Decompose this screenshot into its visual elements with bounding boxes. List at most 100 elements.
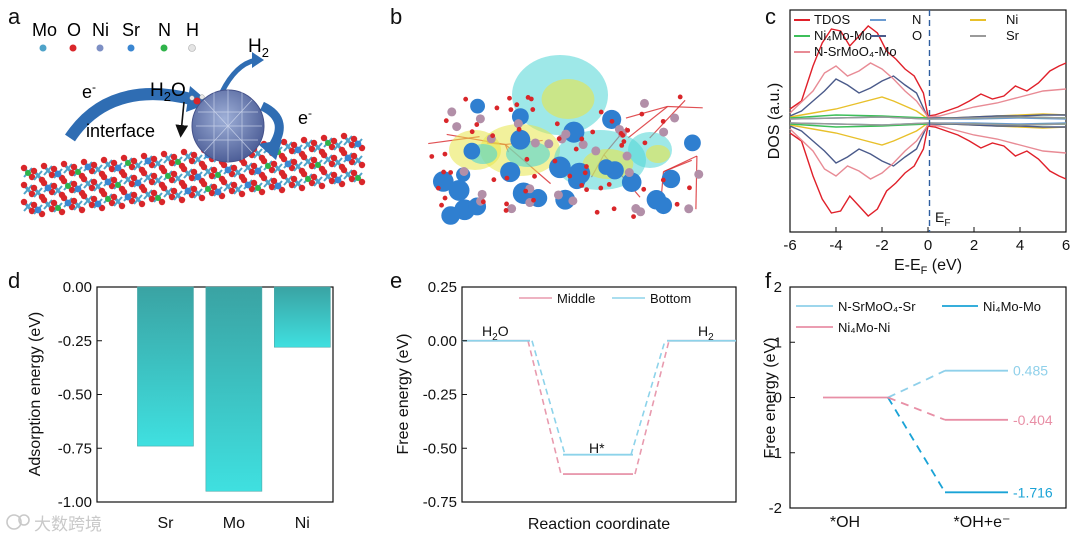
element-mo-label: Mo bbox=[32, 20, 57, 40]
bar-ni bbox=[274, 286, 331, 348]
dos-series-sr-down bbox=[789, 122, 1067, 126]
slab-bond bbox=[133, 194, 143, 205]
electron-arrow-right-head bbox=[258, 140, 282, 160]
slab-oxygen-atom bbox=[328, 177, 336, 185]
slab-oxygen-atom bbox=[230, 164, 238, 172]
molybdenum-atom bbox=[684, 204, 694, 214]
oxygen-atom bbox=[469, 129, 475, 135]
bar-y-axis-label: Adsorption energy (eV) bbox=[27, 312, 44, 477]
slab-bond bbox=[243, 162, 253, 173]
crystal-atoms bbox=[429, 94, 704, 225]
slab-bond bbox=[23, 184, 33, 195]
strontium-atom bbox=[621, 172, 642, 193]
slab-oxygen-atom bbox=[100, 156, 108, 164]
oxygen-atom bbox=[524, 156, 530, 162]
slab-strontium-atom bbox=[104, 178, 112, 186]
slab-bond bbox=[153, 158, 163, 169]
slab-oxygen-atom bbox=[210, 183, 218, 191]
molybdenum-atom bbox=[622, 151, 632, 161]
slab-oxygen-atom bbox=[28, 190, 36, 198]
free-energy-bottom-connector bbox=[630, 340, 666, 455]
slab-oxygen-atom bbox=[78, 206, 86, 214]
molybdenum-atom bbox=[459, 166, 469, 176]
slab-oxygen-atom bbox=[68, 186, 76, 194]
slab-oxygen-atom bbox=[100, 173, 108, 181]
slab-oxygen-atom bbox=[128, 180, 136, 188]
slab-bond bbox=[33, 170, 43, 181]
slab-bond bbox=[173, 173, 183, 184]
molybdenum-atom bbox=[659, 127, 669, 137]
dos-x-tick-label: 2 bbox=[970, 237, 978, 254]
slab-oxygen-atom bbox=[128, 163, 136, 171]
panel-e-free-energy-chart: 0.25 0.00 -0.25 -0.50 -0.75 Reaction coordin… bbox=[395, 279, 737, 533]
slab-oxygen-atom bbox=[110, 176, 118, 184]
slab-oxygen-atom bbox=[270, 160, 278, 168]
oxygen-atom bbox=[531, 197, 536, 203]
oxygen-atom bbox=[619, 142, 625, 148]
slab-oxygen-atom bbox=[108, 199, 116, 207]
slab-oxygen-atom bbox=[238, 190, 246, 198]
slab-oxygen-atom bbox=[68, 169, 76, 177]
slab-bond bbox=[283, 141, 293, 152]
slab-bond bbox=[323, 154, 333, 165]
bar-sr bbox=[137, 286, 194, 447]
slab-bond bbox=[73, 200, 83, 211]
dos-legend: TDOS N Ni Ni₄Mo-Mo O Sr N-SrMoO₄-Mo bbox=[794, 12, 1020, 59]
free-energy-y-tick-label: -0.50 bbox=[423, 440, 457, 457]
oxygen-atom bbox=[480, 199, 486, 205]
slab-bond bbox=[183, 168, 193, 179]
slab-oxygen-atom bbox=[148, 195, 156, 203]
slab-bond bbox=[323, 171, 333, 182]
legend-label-middle: Middle bbox=[557, 291, 595, 306]
strontium-atom bbox=[470, 98, 485, 114]
element-h-dot bbox=[188, 44, 196, 52]
slab-oxygen-atom bbox=[168, 176, 176, 184]
legend-label-sr: Sr bbox=[1006, 28, 1020, 43]
slab-oxygen-atom bbox=[140, 186, 148, 194]
strontium-atom bbox=[463, 142, 481, 160]
slab-oxygen-atom bbox=[80, 192, 88, 200]
element-sr-label: Sr bbox=[122, 20, 140, 40]
slab-oxygen-atom bbox=[330, 171, 338, 179]
slab-oxygen-atom bbox=[160, 184, 168, 192]
molybdenum-atom bbox=[475, 114, 485, 124]
slab-oxygen-atom bbox=[140, 152, 148, 160]
legend-label-ni4mo-ni: Ni₄Mo-Ni bbox=[838, 320, 890, 335]
slab-oxygen-atom bbox=[48, 171, 56, 179]
strontium-atom bbox=[549, 156, 571, 179]
bar-y-tick-label: -0.25 bbox=[58, 333, 92, 350]
electron-transfer-arrow-left bbox=[65, 88, 197, 142]
slab-bond bbox=[113, 196, 123, 207]
slab-oxygen-atom bbox=[280, 155, 288, 163]
watermark-logo-icon bbox=[6, 514, 22, 530]
slab-oxygen-atom bbox=[280, 172, 288, 180]
slab-oxygen-atom bbox=[328, 143, 336, 151]
slab-oxygen-atom bbox=[298, 184, 306, 192]
slab-oxygen-atom bbox=[308, 162, 316, 170]
slab-nitrogen-atom bbox=[255, 185, 261, 191]
slab-strontium-atom bbox=[114, 164, 122, 172]
panel-label-f: f bbox=[765, 268, 772, 293]
isosurface-lobe bbox=[645, 145, 671, 163]
dos-y-axis-label: DOS (a.u.) bbox=[766, 83, 783, 159]
slab-bond bbox=[143, 172, 153, 183]
slab-oxygen-atom bbox=[170, 187, 178, 195]
slab-oxygen-atom bbox=[148, 178, 156, 186]
slab-oxygen-atom bbox=[20, 164, 28, 172]
dos-x-tick-label: 0 bbox=[924, 237, 932, 254]
watermark-text: 大数跨境 bbox=[34, 515, 102, 534]
slab-oxygen-atom bbox=[340, 132, 348, 140]
slab-oxygen-atom bbox=[140, 169, 148, 177]
molybdenum-atom bbox=[694, 169, 704, 179]
strontium-atom bbox=[654, 196, 673, 215]
bar-category-label: Mo bbox=[223, 515, 245, 532]
slab-bond bbox=[343, 169, 353, 180]
slab-oxygen-atom bbox=[208, 189, 216, 197]
bar-group: Sr Mo Ni bbox=[137, 286, 331, 532]
slab-oxygen-atom bbox=[170, 170, 178, 178]
oxygen-atom bbox=[573, 146, 579, 152]
dos-series-n-srmoo-mo-up bbox=[789, 62, 1067, 118]
slab-bond bbox=[203, 166, 213, 177]
crystal-bond bbox=[663, 155, 698, 173]
